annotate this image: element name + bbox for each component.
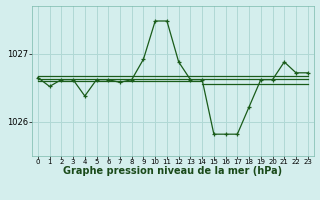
X-axis label: Graphe pression niveau de la mer (hPa): Graphe pression niveau de la mer (hPa) xyxy=(63,166,282,176)
